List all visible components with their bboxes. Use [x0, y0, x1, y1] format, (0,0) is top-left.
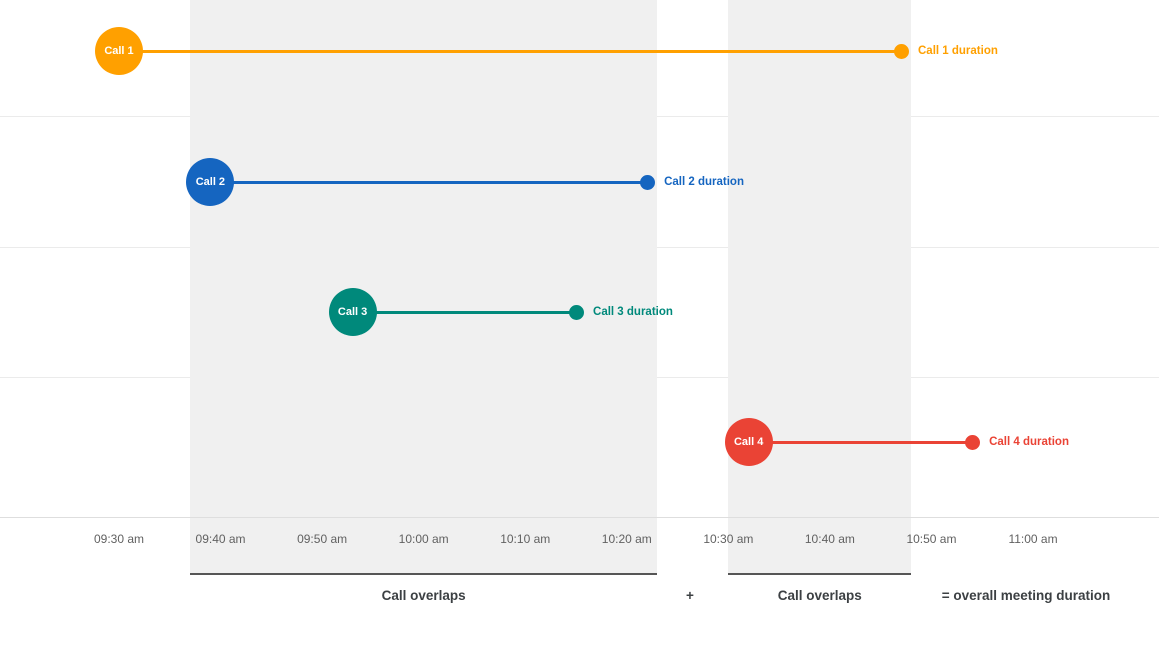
call-duration-line	[748, 440, 973, 444]
call-duration-line	[119, 49, 901, 53]
call-duration-label: Call 2 duration	[664, 176, 744, 188]
overlap-label: Call overlaps	[381, 588, 466, 603]
overlap-label: Call overlaps	[777, 588, 862, 603]
call-name-label: Call 1	[104, 45, 134, 57]
call-duration-label: Call 3 duration	[593, 306, 673, 318]
axis-tick-label: 10:30 am	[703, 532, 754, 546]
axis-tick-label: 09:30 am	[93, 532, 145, 546]
call-duration-line	[352, 310, 576, 314]
axis-tick-label: 11:00 am	[1008, 532, 1058, 546]
axis-tick-label: 10:10 am	[500, 532, 551, 546]
overlap-band	[190, 0, 658, 575]
call-start-circle: Call 2	[186, 158, 235, 206]
axis-tick-label: 10:20 am	[601, 532, 652, 546]
call-start-circle: Call 3	[328, 288, 377, 336]
call-name-label: Call 2	[195, 176, 226, 188]
call-duration-label: Call 1 duration	[918, 45, 998, 57]
call-name-label: Call 4	[733, 436, 764, 448]
axis-tick-label: 10:00 am	[398, 532, 449, 546]
x-axis-line	[0, 517, 1159, 518]
axis-tick-label: 10:40 am	[804, 532, 855, 546]
call-end-dot	[639, 174, 655, 190]
axis-tick-label: 10:50 am	[906, 532, 957, 546]
overlap-underline-bar	[190, 573, 658, 575]
call-duration-label: Call 4 duration	[989, 436, 1069, 448]
axis-tick-label: 09:50 am	[297, 532, 348, 546]
call-start-circle: Call 1	[95, 27, 143, 75]
axis-tick-label: 09:40 am	[195, 532, 246, 546]
call-start-circle: Call 4	[724, 418, 773, 466]
call-duration-line	[210, 180, 648, 184]
call-name-label: Call 3	[337, 306, 368, 318]
overlap-underline-bar	[728, 573, 912, 575]
call-end-dot	[964, 434, 980, 450]
call-end-dot	[568, 304, 584, 320]
call-end-dot	[893, 43, 909, 59]
overall-meeting-duration-label: = overall meeting duration	[941, 588, 1111, 603]
plus-sign: +	[686, 588, 694, 603]
overlap-band	[728, 0, 912, 575]
